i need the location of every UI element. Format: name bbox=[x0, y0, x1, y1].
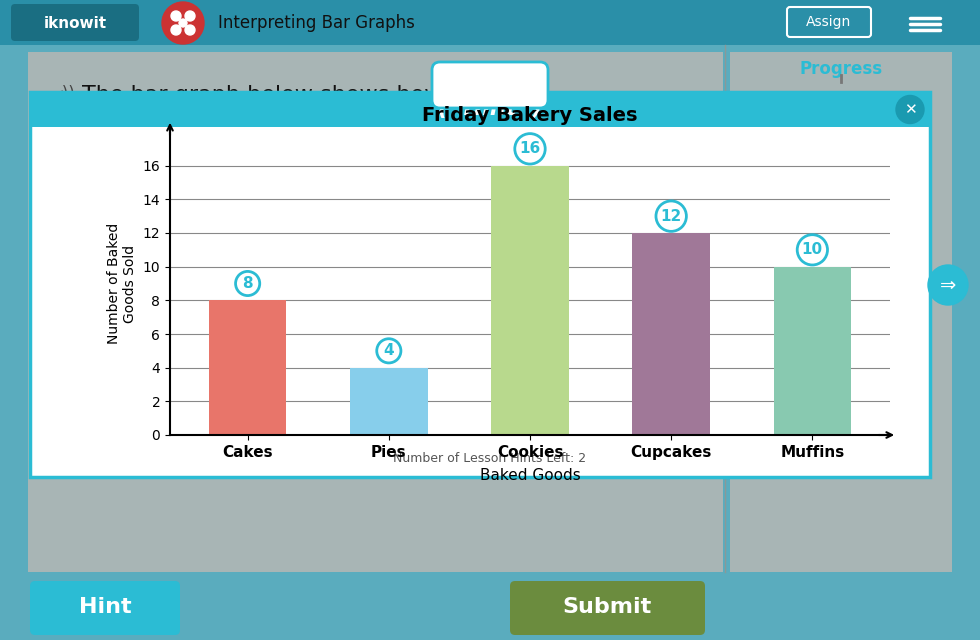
Bar bbox=[632, 233, 710, 435]
FancyBboxPatch shape bbox=[30, 92, 930, 477]
Text: Assign: Assign bbox=[807, 15, 852, 29]
Text: 0/15: 0/15 bbox=[825, 105, 857, 119]
FancyBboxPatch shape bbox=[432, 62, 548, 108]
Y-axis label: Number of Baked
Goods Sold: Number of Baked Goods Sold bbox=[107, 223, 137, 344]
Text: (  Hint  ): ( Hint ) bbox=[438, 99, 542, 120]
Text: Hint: Hint bbox=[466, 72, 514, 92]
Text: iknowit: iknowit bbox=[43, 15, 107, 31]
X-axis label: Baked Goods: Baked Goods bbox=[479, 468, 580, 483]
Circle shape bbox=[179, 19, 187, 27]
FancyBboxPatch shape bbox=[0, 0, 980, 45]
FancyBboxPatch shape bbox=[11, 4, 139, 41]
Text: Progress: Progress bbox=[800, 60, 883, 78]
FancyBboxPatch shape bbox=[28, 52, 723, 572]
Text: 16: 16 bbox=[519, 141, 541, 156]
Text: Submit: Submit bbox=[563, 597, 652, 617]
Text: ⇒: ⇒ bbox=[940, 275, 956, 294]
Text: The bar graph below shows how many
baked goods the Sweet Tooth Bakery sold
last : The bar graph below shows how many baked… bbox=[82, 85, 547, 164]
Circle shape bbox=[171, 11, 181, 21]
Bar bbox=[209, 300, 286, 435]
Title: Friday Bakery Sales: Friday Bakery Sales bbox=[422, 106, 638, 125]
Circle shape bbox=[171, 25, 181, 35]
FancyBboxPatch shape bbox=[0, 575, 980, 640]
Text: ✕: ✕ bbox=[904, 102, 916, 117]
Text: 8: 8 bbox=[242, 276, 253, 291]
Circle shape bbox=[185, 25, 195, 35]
FancyBboxPatch shape bbox=[510, 581, 705, 635]
Circle shape bbox=[928, 265, 968, 305]
Text: 10: 10 bbox=[802, 243, 823, 257]
Text: 4: 4 bbox=[383, 343, 394, 358]
Bar bbox=[350, 367, 427, 435]
FancyBboxPatch shape bbox=[730, 52, 952, 572]
Bar bbox=[773, 267, 852, 435]
Circle shape bbox=[185, 11, 195, 21]
Circle shape bbox=[896, 95, 924, 124]
Circle shape bbox=[162, 2, 204, 44]
Text: Interpreting Bar Graphs: Interpreting Bar Graphs bbox=[218, 14, 415, 32]
Bar bbox=[491, 166, 568, 435]
Text: Hint: Hint bbox=[78, 597, 131, 617]
Text: Number of Lesson Hints Left: 2: Number of Lesson Hints Left: 2 bbox=[393, 452, 587, 465]
Text: 12: 12 bbox=[661, 209, 682, 223]
Text: ◄)): ◄)) bbox=[50, 85, 75, 103]
FancyBboxPatch shape bbox=[30, 581, 180, 635]
FancyBboxPatch shape bbox=[30, 92, 930, 127]
